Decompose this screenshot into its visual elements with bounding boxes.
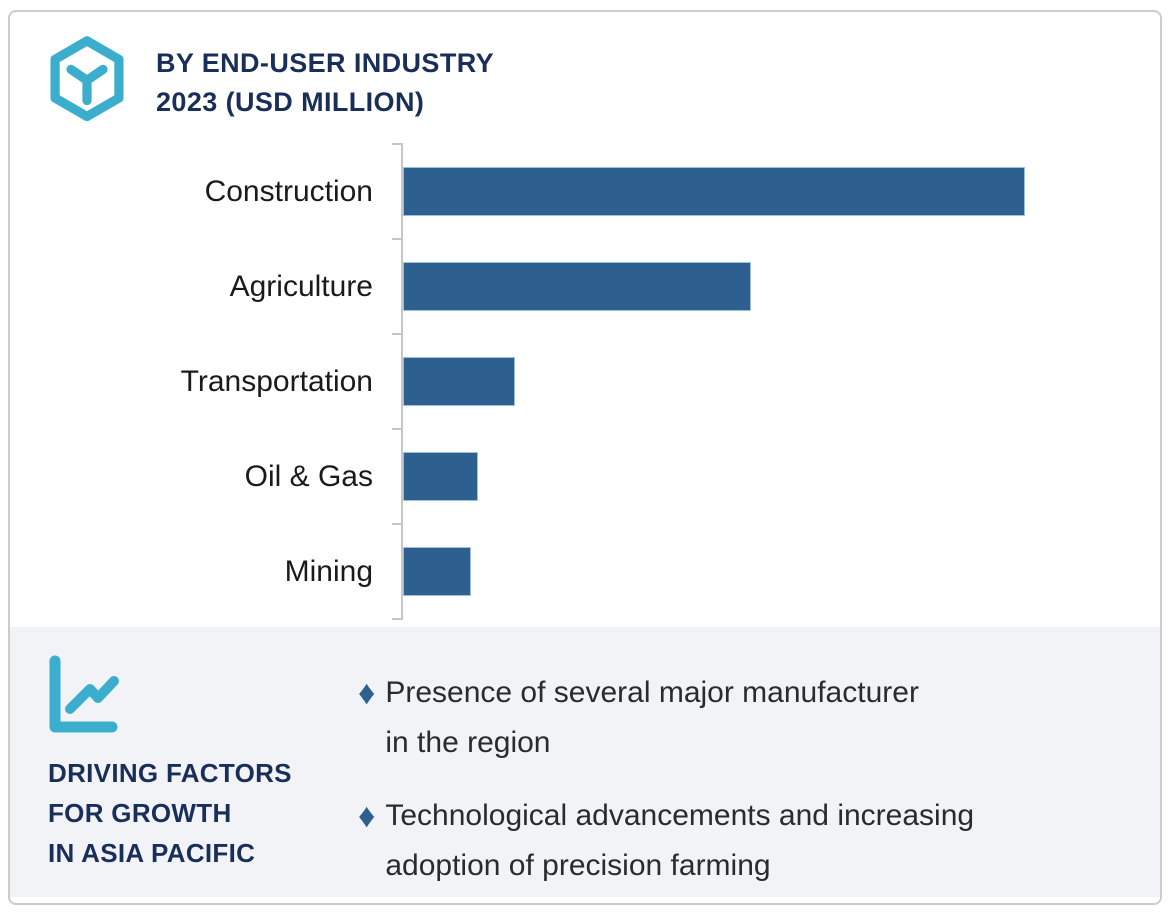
bar-mining [403, 547, 471, 596]
bar-agriculture [403, 262, 751, 311]
chart-row: Mining [10, 524, 1160, 619]
diamond-bullet-icon: ♦ [358, 797, 376, 835]
factor-bullet-1-text: Presence of several major manufacturer i… [385, 668, 919, 768]
factor-bullet-2-text: Technological advancements and increasin… [385, 791, 974, 891]
axis-tick [392, 333, 401, 335]
chart-row: Construction [10, 144, 1160, 239]
factor-bullet-2-line1: Technological advancements and increasin… [385, 799, 975, 832]
heading-line1: DRIVING FACTORS [48, 758, 292, 788]
bar-rows: Construction Agriculture Transportation Oil… [10, 144, 1160, 619]
category-label-construction: Construction [204, 174, 373, 208]
axis-tick [392, 143, 401, 145]
hexagon-cube-logo-icon [50, 36, 124, 122]
category-label-oil-gas: Oil & Gas [244, 459, 373, 493]
bar-area [403, 334, 1160, 429]
factor-bullet-2-line2: adoption of precision farming [385, 849, 771, 882]
infographic-card: BY END-USER INDUSTRY 2023 (USD MILLION) … [8, 10, 1162, 905]
category-label-transportation: Transportation [180, 364, 373, 398]
axis-tick [392, 428, 401, 430]
factor-bullet-1-line1: Presence of several major manufacturer [385, 676, 919, 709]
driving-factors-heading: DRIVING FACTORS FOR GROWTH IN ASIA PACIF… [48, 753, 292, 873]
bar-transportation [403, 357, 515, 406]
bar-chart: Construction Agriculture Transportation Oil… [10, 143, 1160, 620]
line-chart-icon [49, 655, 119, 733]
factor-bullet-1: ♦ Presence of several major manufacturer… [358, 668, 919, 768]
heading-line3: IN ASIA PACIFIC [48, 838, 256, 868]
chart-title: BY END-USER INDUSTRY 2023 (USD MILLION) [156, 44, 494, 122]
chart-title-line1: BY END-USER INDUSTRY [156, 48, 495, 78]
chart-title-line2: 2023 (USD MILLION) [156, 87, 425, 117]
diamond-bullet-icon: ♦ [358, 674, 376, 712]
factor-bullet-2: ♦ Technological advancements and increas… [358, 791, 974, 891]
bar-area [403, 524, 1160, 619]
driving-factors-panel: DRIVING FACTORS FOR GROWTH IN ASIA PACIF… [10, 627, 1160, 897]
bar-area [403, 429, 1160, 524]
category-label-mining: Mining [284, 554, 373, 588]
bar-area [403, 239, 1160, 334]
axis-tick [392, 238, 401, 240]
factor-bullet-1-line2: in the region [385, 726, 551, 759]
category-label-agriculture: Agriculture [229, 269, 373, 303]
bar-oil-gas [403, 452, 478, 501]
chart-row: Agriculture [10, 239, 1160, 334]
heading-line2: FOR GROWTH [48, 798, 232, 828]
bar-construction [403, 167, 1025, 216]
chart-row: Transportation [10, 334, 1160, 429]
y-axis-line [401, 143, 403, 620]
axis-tick [392, 618, 401, 620]
axis-tick [392, 523, 401, 525]
chart-row: Oil & Gas [10, 429, 1160, 524]
bar-area [403, 144, 1160, 239]
